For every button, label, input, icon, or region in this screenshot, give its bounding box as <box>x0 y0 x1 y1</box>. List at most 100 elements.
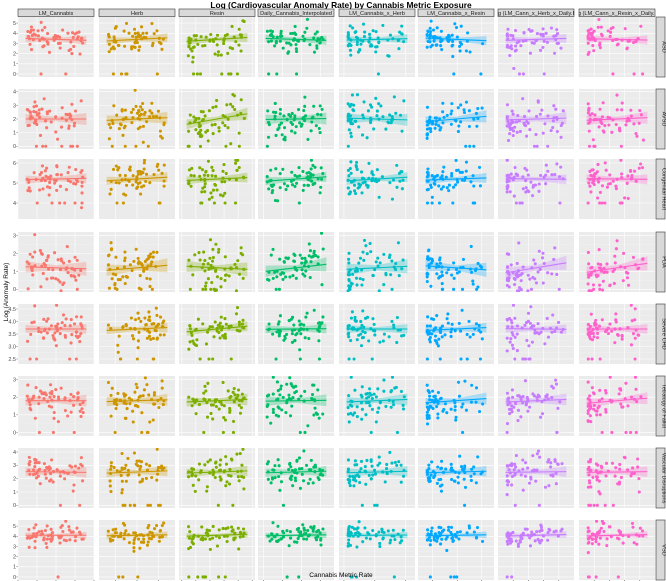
data-point <box>510 388 514 392</box>
data-point <box>68 112 72 116</box>
data-point <box>63 333 67 337</box>
y-tick-label: 0 <box>13 575 16 581</box>
data-point <box>38 133 43 138</box>
data-point <box>52 416 56 420</box>
data-point <box>304 114 308 118</box>
data-point <box>56 575 60 579</box>
data-point <box>445 36 449 40</box>
data-point <box>232 536 236 540</box>
data-point <box>440 38 444 43</box>
data-point <box>353 459 357 463</box>
data-point <box>203 258 207 263</box>
panel-vsd-6 <box>418 520 494 580</box>
data-point <box>117 127 121 131</box>
panel-vsd-8 <box>579 520 655 580</box>
data-point <box>290 332 294 336</box>
data-point <box>196 317 200 321</box>
panel-asd-6 <box>418 17 494 77</box>
data-point <box>526 273 530 277</box>
data-point <box>512 276 516 281</box>
data-point <box>198 124 202 128</box>
data-point <box>514 465 518 469</box>
y-tick-label: 4 <box>13 534 16 540</box>
data-point <box>586 357 590 361</box>
data-point <box>459 465 464 469</box>
data-point <box>429 45 433 49</box>
data-point <box>31 255 35 259</box>
y-tick-label: 2.5 <box>8 357 16 363</box>
data-point <box>109 467 113 471</box>
data-point <box>213 182 217 186</box>
data-point <box>26 124 30 128</box>
data-point <box>290 474 294 478</box>
data-point <box>58 503 62 507</box>
data-point <box>316 112 320 116</box>
data-point <box>539 330 543 334</box>
data-point <box>26 189 30 193</box>
data-point <box>290 404 294 408</box>
data-point <box>586 537 591 541</box>
data-point <box>34 458 38 462</box>
column-strip-3: Resin <box>178 8 256 17</box>
data-point <box>439 477 443 481</box>
data-point <box>122 265 126 269</box>
data-point <box>641 72 645 76</box>
data-point <box>192 341 196 346</box>
data-point <box>214 465 218 469</box>
data-point <box>192 115 196 119</box>
data-point <box>374 420 378 424</box>
data-point <box>275 275 279 279</box>
data-point <box>293 114 297 118</box>
panel-severe-chd-1 <box>17 304 95 364</box>
data-point <box>592 179 596 183</box>
data-point <box>307 242 311 246</box>
data-point <box>49 527 53 531</box>
data-point <box>505 430 509 435</box>
data-point <box>122 126 126 130</box>
data-point <box>347 257 351 261</box>
data-point <box>43 263 47 267</box>
data-point <box>148 464 152 468</box>
data-point <box>126 468 130 472</box>
data-point <box>593 113 597 117</box>
data-point <box>439 489 444 493</box>
column-strip-background <box>98 8 176 17</box>
data-point <box>433 182 437 186</box>
data-point <box>47 465 51 469</box>
data-point <box>147 334 152 338</box>
data-point <box>123 144 127 148</box>
data-point <box>440 174 444 178</box>
data-point <box>354 119 358 123</box>
row-strip-background <box>655 519 666 581</box>
data-point <box>40 28 44 32</box>
data-point <box>347 538 351 542</box>
data-point <box>364 392 368 396</box>
data-point <box>135 111 139 115</box>
data-point <box>505 349 509 353</box>
data-point <box>274 133 278 137</box>
data-point <box>553 329 557 333</box>
data-point <box>476 261 480 265</box>
data-point <box>544 173 548 177</box>
data-point <box>271 276 275 280</box>
data-point <box>239 98 243 102</box>
panel-background <box>579 448 655 508</box>
data-point <box>192 174 196 178</box>
data-point <box>111 72 115 76</box>
data-point <box>537 503 541 507</box>
data-point <box>378 261 382 265</box>
data-point <box>209 287 213 291</box>
data-point <box>463 503 467 507</box>
trend-line <box>505 178 567 180</box>
data-point <box>637 477 641 481</box>
data-point <box>368 32 372 36</box>
data-point <box>476 285 480 289</box>
data-point <box>390 376 395 379</box>
data-point <box>359 344 364 348</box>
data-point <box>206 460 210 464</box>
data-point <box>425 410 429 414</box>
data-point <box>299 124 303 128</box>
data-point <box>37 108 41 112</box>
data-point <box>52 410 56 415</box>
data-point <box>227 482 232 486</box>
